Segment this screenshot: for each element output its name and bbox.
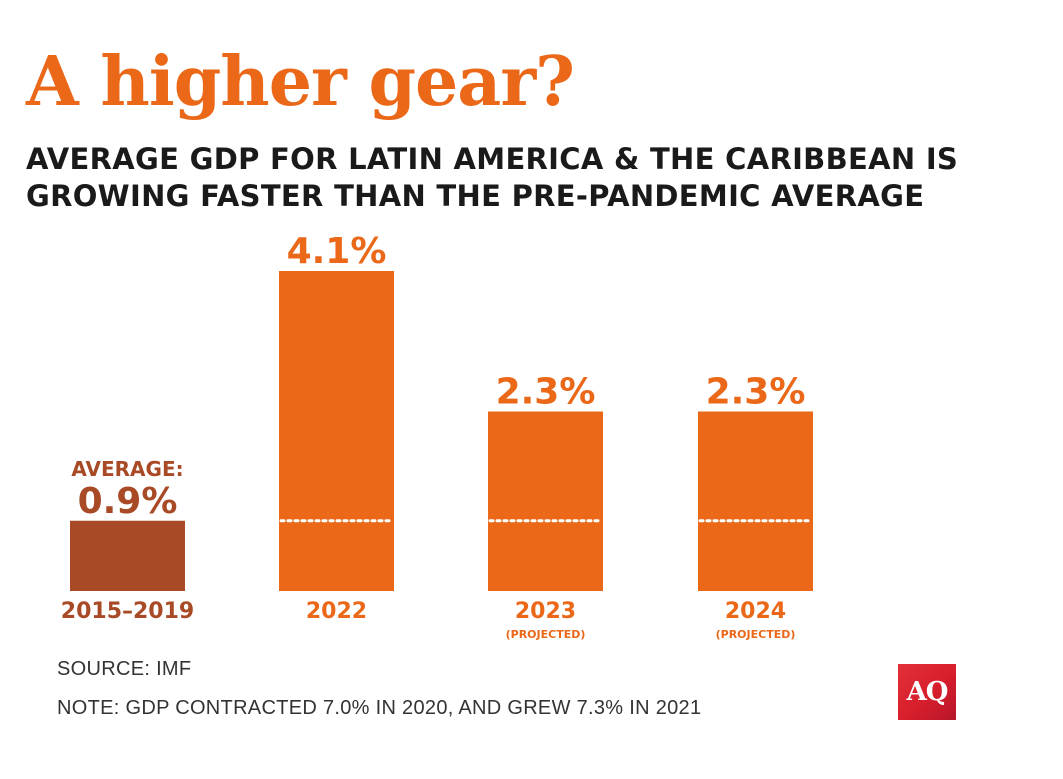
bar-2	[488, 411, 603, 591]
category-sublabel-3: (PROJECTED)	[716, 628, 796, 641]
aq-logo: AQ	[898, 664, 956, 720]
category-sublabel-2: (PROJECTED)	[506, 628, 586, 641]
category-label-1: 2022	[306, 599, 367, 624]
bar-3	[698, 411, 813, 591]
average-label: AVERAGE:	[71, 457, 183, 481]
bar-1	[279, 271, 394, 591]
source-note: SOURCE: IMF	[57, 658, 192, 680]
category-label-2: 2023	[515, 599, 576, 624]
subtitle-line-2: GROWING FASTER THAN THE PRE-PANDEMIC AVE…	[26, 179, 925, 213]
bar-0	[70, 520, 185, 591]
subtitle-line-1: AVERAGE GDP FOR LATIN AMERICA & THE CARI…	[26, 142, 959, 176]
bar-value-label-3: 2.3%	[706, 371, 806, 412]
chart-subtitle: AVERAGE GDP FOR LATIN AMERICA & THE CARI…	[26, 141, 1026, 215]
bar-value-label-1: 4.1%	[287, 231, 387, 272]
footnote: NOTE: GDP CONTRACTED 7.0% IN 2020, AND G…	[57, 697, 702, 719]
bar-value-label-0: 0.9%	[78, 481, 178, 522]
bar-value-label-2: 2.3%	[496, 371, 596, 412]
category-label-3: 2024	[725, 599, 786, 624]
category-label-0: 2015–2019	[61, 599, 194, 624]
chart-title: A higher gear?	[26, 42, 575, 122]
logo-text: AQ	[906, 677, 949, 707]
